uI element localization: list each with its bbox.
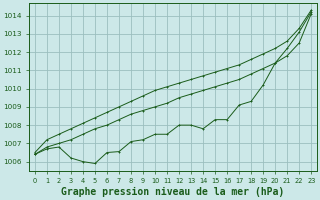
X-axis label: Graphe pression niveau de la mer (hPa): Graphe pression niveau de la mer (hPa): [61, 187, 285, 197]
